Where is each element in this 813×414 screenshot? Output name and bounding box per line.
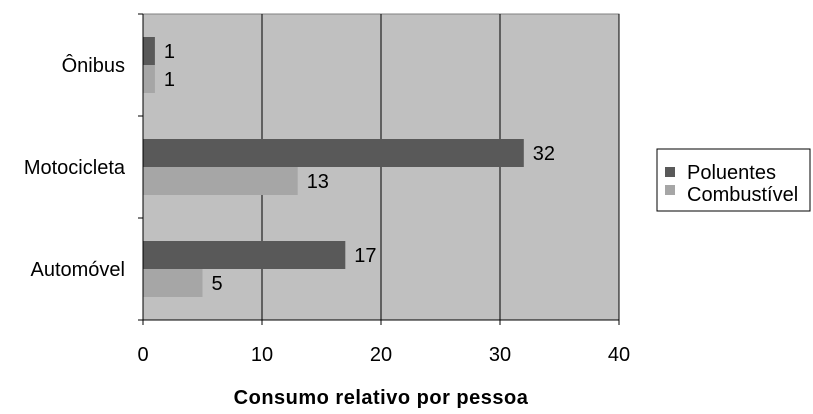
x-tick-label: 10 (251, 344, 273, 366)
legend-box (656, 148, 811, 212)
axes (138, 13, 620, 325)
legend-swatch-poluentes (665, 167, 675, 177)
category-label-motocicleta: Motocicleta (24, 157, 126, 179)
data-label-poluentes-onibus: 1 (164, 41, 175, 63)
data-label-combustivel-motocicleta: 13 (307, 171, 329, 193)
x-tick-label: 0 (137, 344, 148, 366)
category-label-automovel: Automóvel (31, 259, 126, 281)
bar-poluentes-automovel (143, 241, 346, 269)
legend-swatch-combustivel (665, 185, 675, 195)
legend-label-poluentes: Poluentes (687, 162, 776, 184)
data-label-combustivel-automovel: 5 (212, 273, 223, 295)
category-labels: Ônibus Motocicleta Automóvel (24, 54, 126, 281)
legend-label-combustivel: Combustível (687, 184, 798, 206)
x-tick-label: 20 (370, 344, 392, 366)
x-axis-title: Consumo relativo por pessoa (234, 387, 529, 409)
x-tick-label: 30 (489, 344, 511, 366)
bar-combustivel-motocicleta (143, 167, 298, 195)
bar-poluentes-onibus (143, 37, 155, 65)
x-tick-label: 40 (608, 344, 630, 366)
legend: Poluentes Combustível (656, 148, 811, 212)
bar-poluentes-motocicleta (143, 139, 524, 167)
bars: 1 1 32 13 17 5 (143, 37, 555, 297)
data-label-poluentes-motocicleta: 32 (533, 143, 555, 165)
bar-combustivel-automovel (143, 269, 203, 297)
bar-combustivel-onibus (143, 65, 155, 93)
data-label-combustivel-onibus: 1 (164, 69, 175, 91)
category-label-onibus: Ônibus (62, 54, 125, 77)
data-label-poluentes-automovel: 17 (354, 245, 376, 267)
tick-labels: 0 10 20 30 40 (137, 344, 630, 366)
